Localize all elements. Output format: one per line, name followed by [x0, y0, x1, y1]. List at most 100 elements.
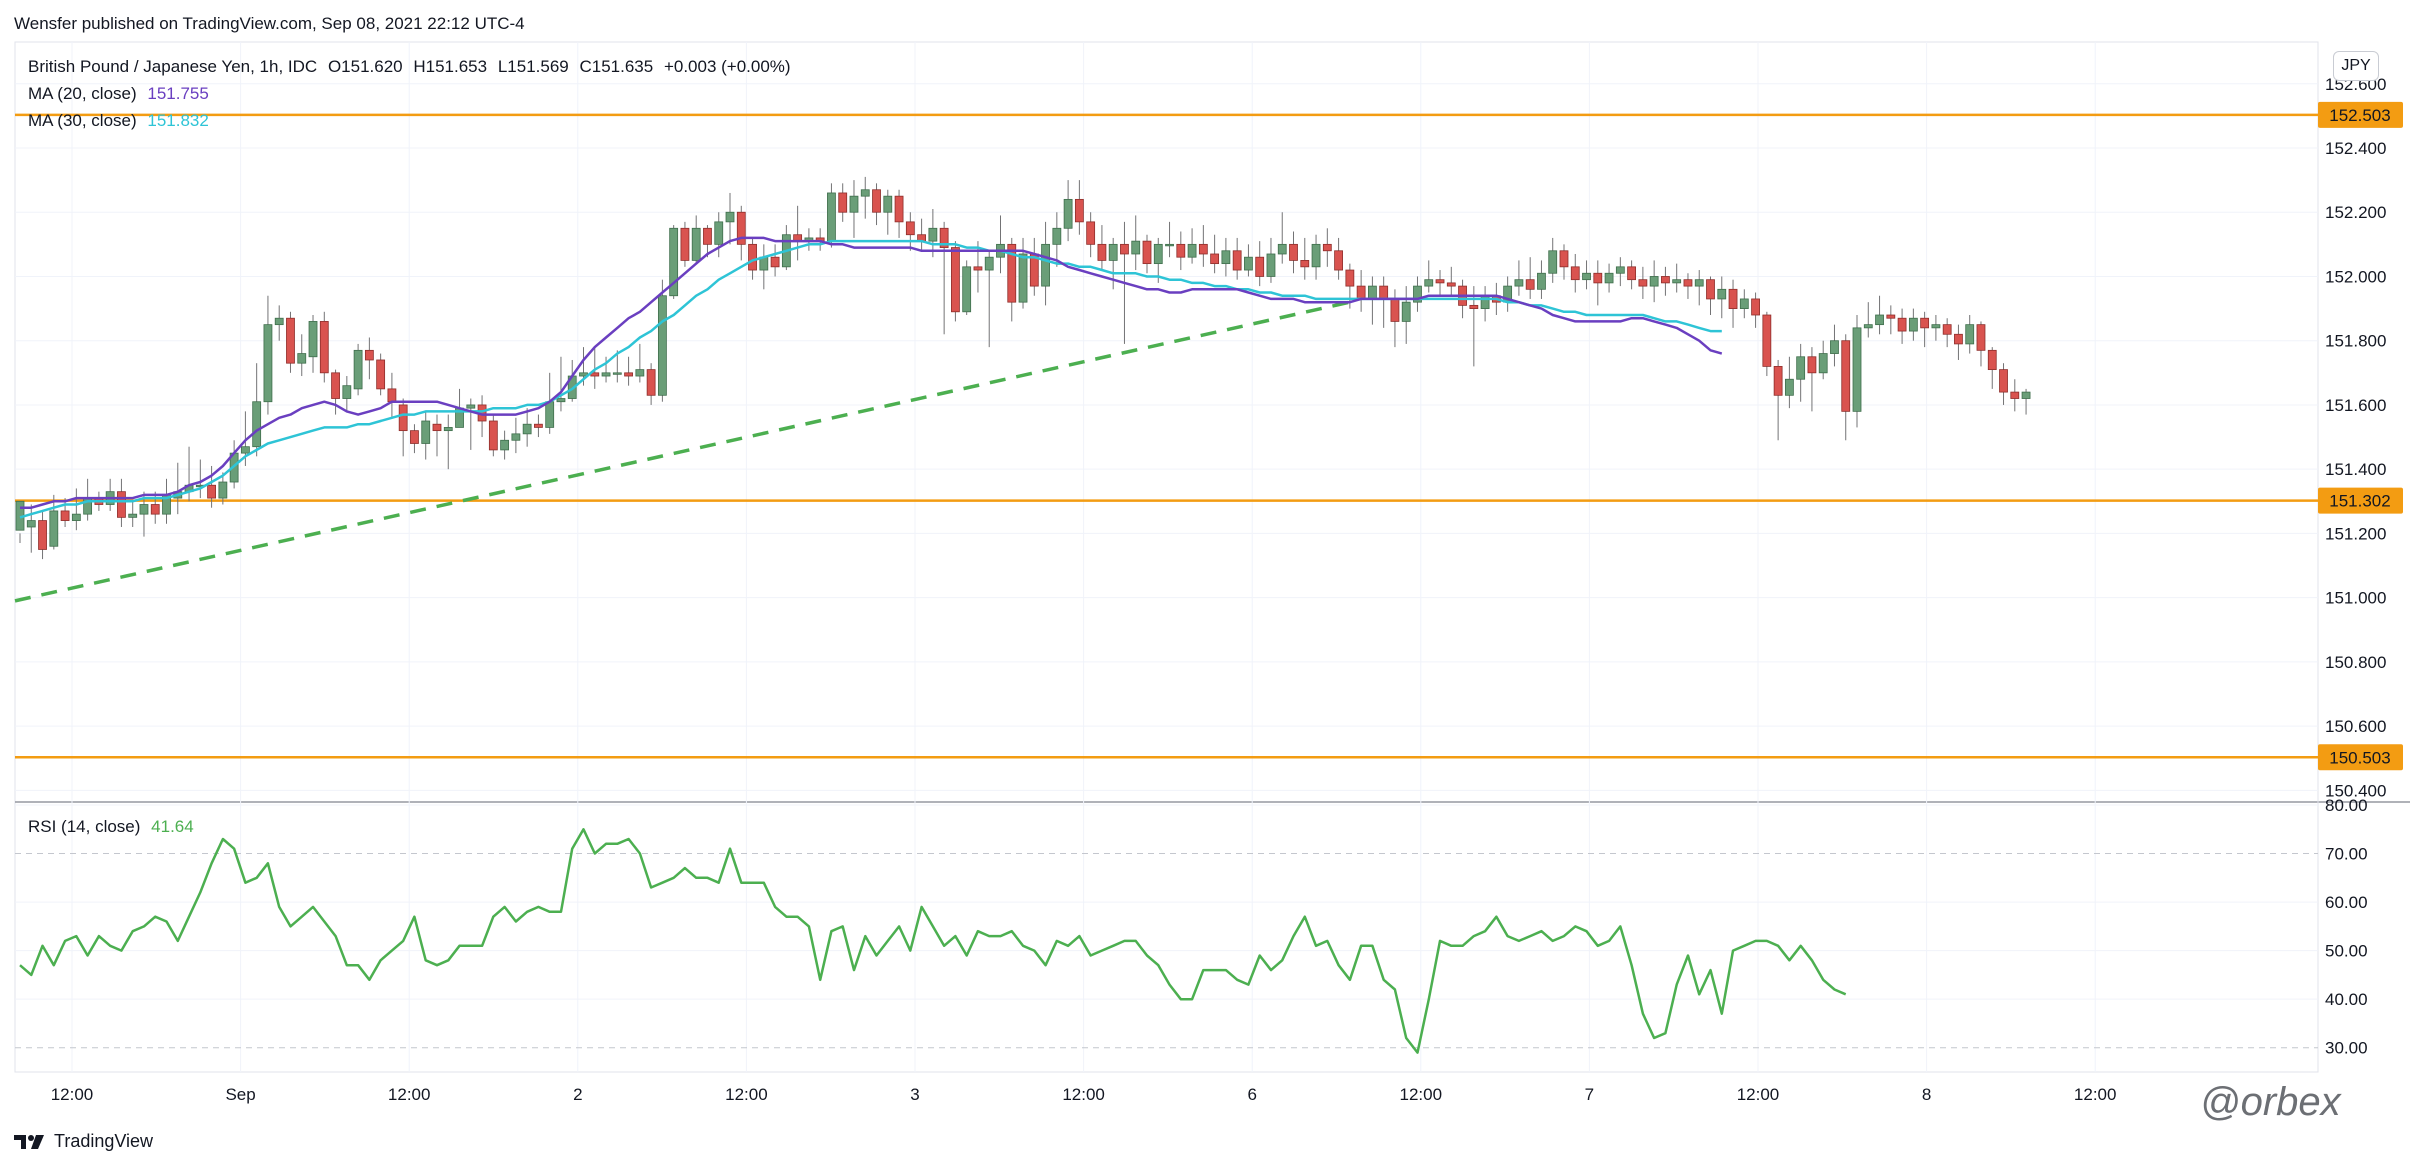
ma30-label: MA (30, close) — [28, 111, 137, 130]
rsi-line — [19, 828, 1847, 1054]
candle-body — [1108, 243, 1118, 261]
candle-body — [1570, 266, 1580, 281]
candle-body — [511, 433, 521, 441]
price-level-tag — [2318, 744, 2403, 771]
symbol-name: British Pound / Japanese Yen, 1h, IDC — [28, 57, 318, 76]
candle-body — [1232, 250, 1242, 271]
candle-body — [1153, 243, 1163, 265]
candle-body — [928, 227, 938, 242]
x-tick-label: 6 — [1247, 1085, 1256, 1104]
candle-body — [691, 227, 701, 261]
rsi-tick-label: 30.00 — [2325, 1039, 2368, 1058]
legend-ma30[interactable]: MA (30, close) 151.832 — [28, 111, 215, 131]
candle-body — [274, 317, 284, 326]
tradingview-logo[interactable]: TradingView — [14, 1131, 153, 1152]
candle-body — [1142, 240, 1152, 265]
candle-body — [860, 189, 870, 197]
candle-body — [364, 349, 374, 361]
candle-body — [308, 321, 318, 358]
candle-body — [1176, 243, 1186, 258]
candle-body — [1221, 250, 1231, 265]
candle-body — [1198, 243, 1208, 255]
candle-body — [1954, 333, 1963, 345]
ma20-label: MA (20, close) — [28, 84, 137, 103]
candle-body — [117, 491, 126, 518]
candle-body — [894, 195, 904, 223]
x-tick-label: 3 — [910, 1085, 919, 1104]
candle-body — [398, 404, 408, 432]
ohlc-close: C151.635 — [579, 57, 654, 76]
candle-body — [1830, 340, 1839, 354]
candle-body — [466, 404, 476, 409]
x-tick-label: 8 — [1922, 1085, 1931, 1104]
candle-body — [353, 349, 363, 390]
candle-body — [522, 423, 532, 435]
candle-body — [1784, 378, 1794, 396]
y-tick-label: 151.000 — [2325, 589, 2386, 608]
candle-body — [240, 446, 250, 454]
ohlc-high: H151.653 — [413, 57, 488, 76]
candle-body — [669, 227, 679, 297]
x-tick-label: 12:00 — [1400, 1085, 1443, 1104]
candle-body — [1322, 243, 1332, 252]
candle-body — [556, 398, 566, 403]
y-tick-label: 152.400 — [2325, 139, 2386, 158]
ma20-line — [20, 236, 1723, 509]
rsi-tick-label: 40.00 — [2325, 990, 2368, 1009]
candle-body — [1683, 279, 1693, 287]
rsi-tick-label: 60.00 — [2325, 893, 2368, 912]
candle-body — [1920, 317, 1930, 329]
candle-body — [624, 372, 633, 377]
candle-body — [1818, 353, 1828, 374]
candle-body — [1627, 266, 1637, 281]
candle-body — [872, 189, 881, 213]
x-tick-label: 12:00 — [725, 1085, 768, 1104]
x-tick-label: 12:00 — [1062, 1085, 1105, 1104]
candle-body — [1773, 365, 1783, 396]
candle-body — [1041, 243, 1050, 287]
candle-body — [1334, 250, 1343, 271]
legend-ma20[interactable]: MA (20, close) 151.755 — [28, 84, 215, 104]
candle-body — [139, 504, 149, 515]
candle-body — [1762, 314, 1772, 367]
candle-body — [1875, 314, 1884, 326]
legend-rsi[interactable]: RSI (14, close) 41.64 — [28, 817, 200, 837]
candle-body — [1187, 243, 1197, 258]
candle-body — [2021, 391, 2031, 399]
candle-body — [1649, 276, 1659, 287]
candle-body — [71, 513, 81, 521]
candle-body — [1638, 279, 1648, 287]
candle-body — [488, 420, 498, 451]
candle-body — [1379, 285, 1389, 300]
candle-body — [1807, 356, 1817, 374]
candle-body — [1446, 282, 1456, 287]
candle-body — [1615, 266, 1625, 274]
candle-body — [421, 420, 431, 444]
candle-body — [1210, 253, 1220, 265]
candle-body — [1841, 340, 1851, 412]
currency-button[interactable]: JPY — [2333, 51, 2379, 81]
candle-body — [342, 385, 352, 399]
chart-frame — [14, 41, 2319, 1073]
candle-body — [984, 256, 994, 271]
candle-body — [1593, 272, 1603, 284]
x-tick-label: 12:00 — [1737, 1085, 1780, 1104]
candle-body — [714, 221, 724, 245]
candle-body — [1311, 243, 1321, 268]
ohlc-change: +0.003 (+0.00%) — [663, 57, 791, 76]
candle-body — [1244, 256, 1253, 271]
candle-body — [1965, 324, 1975, 345]
candle-body — [1661, 276, 1670, 284]
candle-body — [1559, 250, 1569, 268]
candle-body — [1863, 324, 1873, 329]
candle-body — [1018, 253, 1028, 303]
candle-body — [736, 211, 746, 245]
y-tick-label: 151.600 — [2325, 396, 2386, 415]
candle-body — [1097, 243, 1107, 261]
candle-body — [1987, 349, 1997, 371]
y-tick-label: 151.400 — [2325, 460, 2386, 479]
candle-body — [951, 247, 960, 313]
candle-body — [838, 192, 848, 213]
candle-body — [1694, 279, 1704, 287]
